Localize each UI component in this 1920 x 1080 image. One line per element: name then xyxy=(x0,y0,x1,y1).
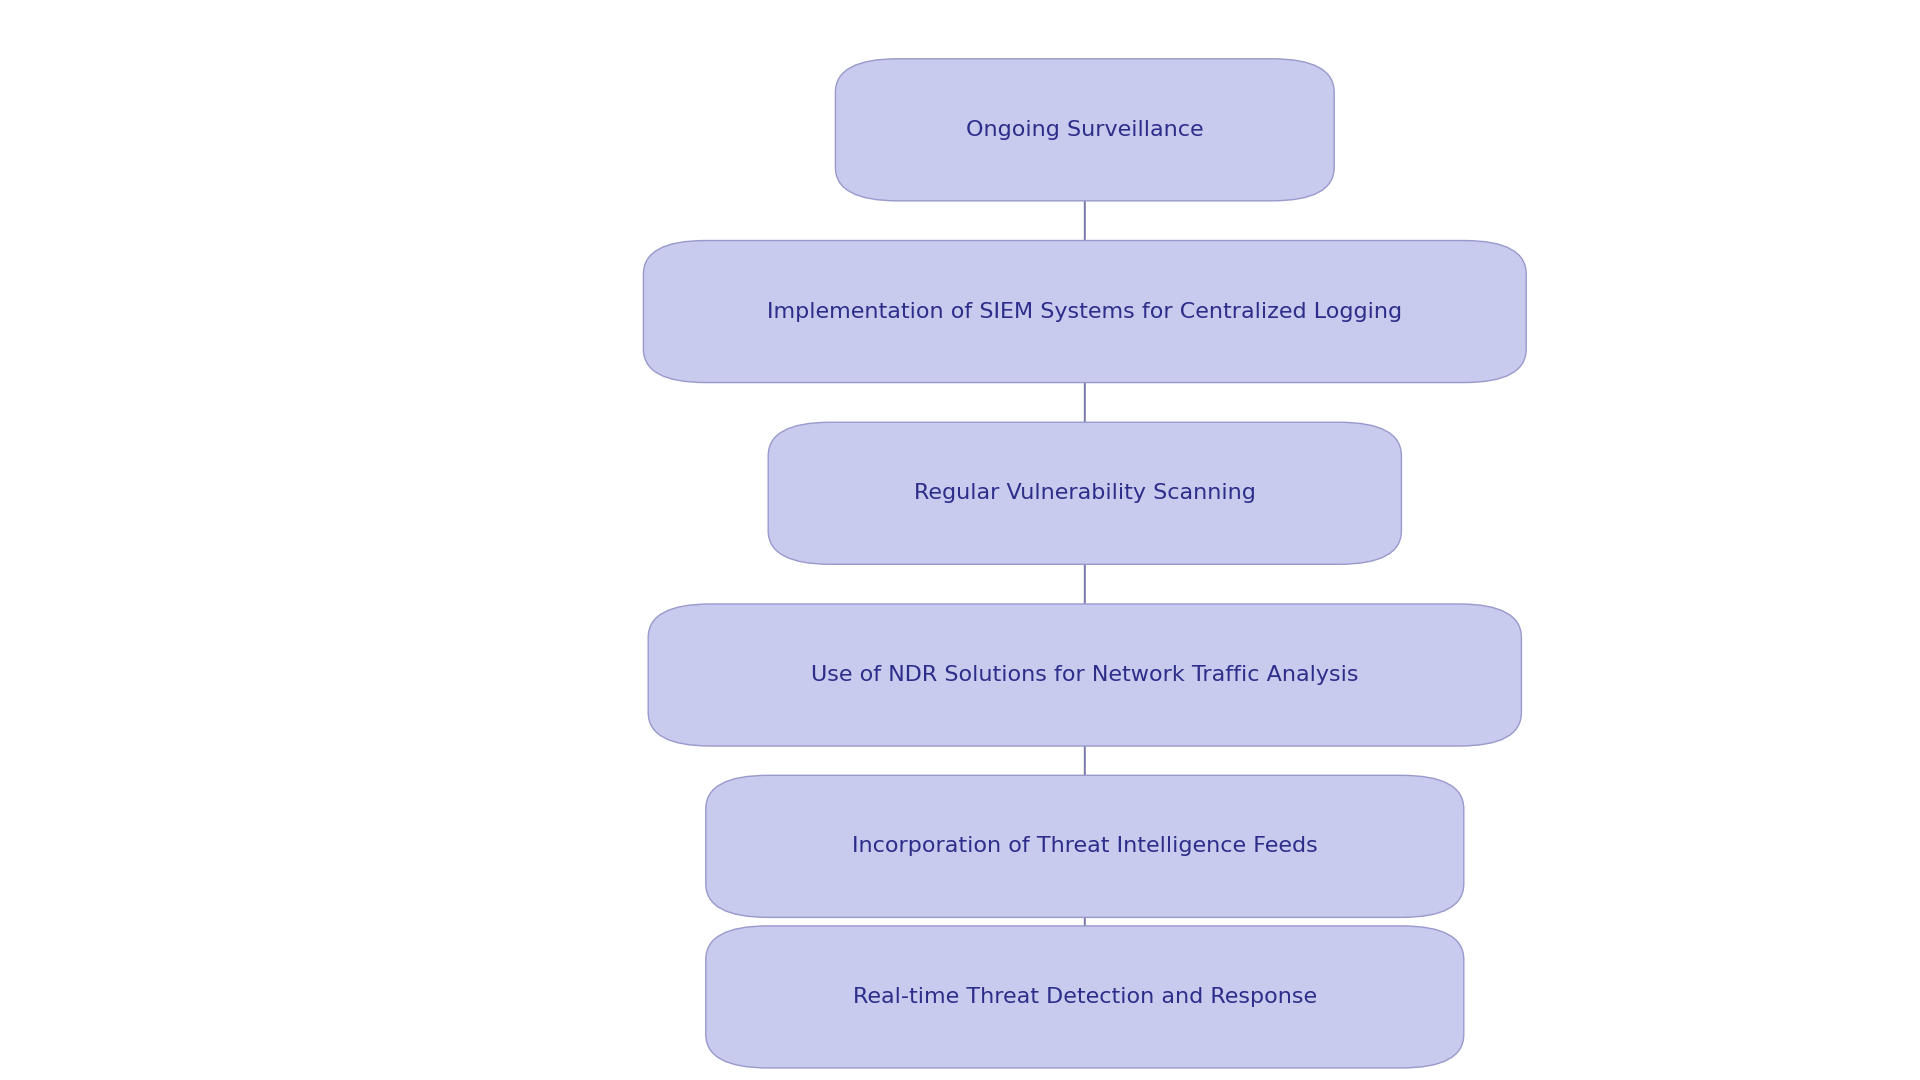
FancyBboxPatch shape xyxy=(649,604,1521,746)
Text: Real-time Threat Detection and Response: Real-time Threat Detection and Response xyxy=(852,987,1317,1007)
FancyBboxPatch shape xyxy=(643,241,1526,382)
FancyBboxPatch shape xyxy=(768,422,1402,564)
FancyBboxPatch shape xyxy=(835,58,1334,201)
Text: Implementation of SIEM Systems for Centralized Logging: Implementation of SIEM Systems for Centr… xyxy=(768,301,1402,322)
FancyBboxPatch shape xyxy=(707,926,1463,1068)
Text: Incorporation of Threat Intelligence Feeds: Incorporation of Threat Intelligence Fee… xyxy=(852,836,1317,856)
Text: Ongoing Surveillance: Ongoing Surveillance xyxy=(966,120,1204,139)
FancyBboxPatch shape xyxy=(707,775,1463,917)
Text: Use of NDR Solutions for Network Traffic Analysis: Use of NDR Solutions for Network Traffic… xyxy=(810,665,1359,685)
Text: Regular Vulnerability Scanning: Regular Vulnerability Scanning xyxy=(914,483,1256,503)
